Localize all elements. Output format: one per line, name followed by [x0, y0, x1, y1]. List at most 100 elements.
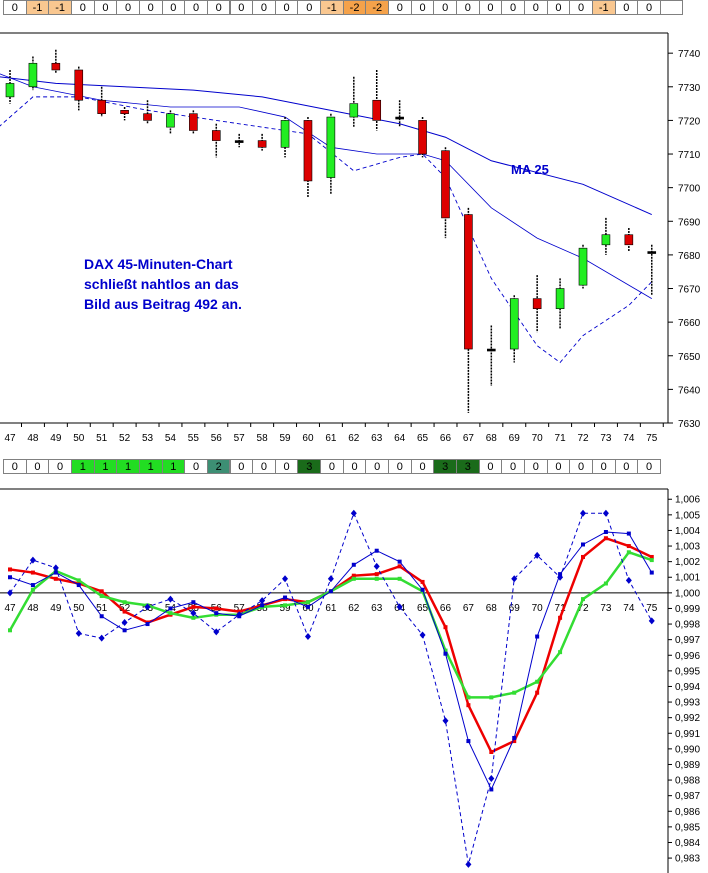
- osc-point: [442, 717, 449, 725]
- osc-x-tick-label: 75: [646, 603, 658, 614]
- y-tick-label: 7650: [678, 352, 701, 363]
- osc-point: [420, 587, 425, 592]
- osc-point: [168, 606, 173, 611]
- osc-y-tick-label: 0,997: [675, 635, 700, 646]
- candle-body: [143, 113, 152, 121]
- osc-x-tick-label: 47: [4, 603, 16, 614]
- signal-cell: 0: [93, 0, 118, 15]
- top-signal-row: 0 -1 -1 0 0 0 0 0 0 0 0 0 0 0 -1 -2 -2 0 0 0 0 0 0 0 0 0 -1 0 0: [0, 0, 708, 17]
- osc-x-tick-label: 72: [577, 603, 589, 614]
- osc-point: [488, 775, 495, 783]
- signal-cell: -1: [320, 0, 344, 15]
- osc-y-tick-label: 0,983: [675, 854, 700, 865]
- osc-x-tick-label: 65: [417, 603, 429, 614]
- signal-cell: 0: [206, 0, 231, 15]
- osc-point: [145, 622, 150, 627]
- osc-point: [350, 509, 357, 517]
- osc-y-tick-label: 0,992: [675, 713, 700, 724]
- x-tick-label: 69: [509, 433, 521, 444]
- signal-cell: 0: [161, 0, 186, 15]
- y-tick-label: 7700: [678, 184, 701, 195]
- osc-x-tick-label: 69: [509, 603, 521, 614]
- candle-body: [189, 113, 198, 131]
- signal-cell: -1: [48, 0, 72, 15]
- x-tick-label: 47: [4, 433, 16, 444]
- signal-cell: 0: [546, 0, 571, 15]
- osc-y-tick-label: 1,002: [675, 557, 700, 568]
- x-tick-label: 56: [211, 433, 223, 444]
- osc-point: [8, 628, 12, 633]
- signal-cell: 0: [523, 459, 548, 474]
- osc-point: [190, 609, 197, 617]
- price-chart: 7630 7640 7650 7660 7670 7680 7690 7700 7710 7720…: [0, 32, 701, 444]
- osc-point: [327, 575, 334, 583]
- osc-point: [420, 579, 425, 584]
- osc-point: [328, 589, 333, 594]
- candle-body: [418, 120, 427, 155]
- osc-point: [649, 558, 654, 563]
- signal-cell: 0: [297, 0, 322, 15]
- signal-cell: 0: [410, 459, 435, 474]
- osc-point: [511, 575, 518, 583]
- osc-point: [558, 650, 563, 655]
- osc-point: [76, 583, 81, 588]
- signal-cell: 1: [161, 459, 186, 474]
- osc-point: [626, 550, 631, 555]
- osc-point: [443, 648, 448, 653]
- osc-point: [512, 739, 517, 744]
- signal-cell: 0: [546, 459, 571, 474]
- candle-body: [395, 116, 404, 120]
- osc-y-tick-label: 1,000: [675, 588, 700, 599]
- signal-cell: 0: [320, 459, 344, 474]
- signal-cell: 0: [252, 0, 276, 15]
- signal-cell: 2: [206, 459, 231, 474]
- osc-point: [581, 554, 585, 559]
- signal-cell: 0: [274, 0, 299, 15]
- osc-x-tick-label: 50: [73, 603, 85, 614]
- osc-point: [304, 633, 311, 641]
- osc-y-tick-label: 1,001: [675, 573, 700, 584]
- osc-y-tick-label: 1,003: [675, 542, 700, 553]
- osc-point: [53, 576, 58, 581]
- osc-point: [99, 614, 104, 619]
- osc-point: [558, 615, 563, 620]
- signal-cell: 0: [252, 459, 276, 474]
- y-tick-label: 7720: [678, 116, 701, 127]
- osc-point: [122, 628, 127, 633]
- x-tick-label: 70: [532, 433, 544, 444]
- y-tick-label: 7630: [678, 419, 701, 430]
- osc-point: [283, 595, 288, 600]
- osc-y-tick-label: 0,984: [675, 838, 700, 849]
- x-tick-label: 49: [50, 433, 62, 444]
- x-tick-label: 62: [348, 433, 360, 444]
- y-tick-label: 7680: [678, 251, 701, 262]
- osc-point: [167, 595, 174, 603]
- osc-point: [466, 695, 471, 700]
- osc-series-line: [9, 531, 653, 791]
- osc-x-tick-label: 68: [486, 603, 498, 614]
- osc-point: [122, 600, 127, 605]
- signal-cell: 0: [138, 0, 163, 15]
- osc-y-tick-label: 0,998: [675, 620, 700, 631]
- osc-point: [305, 604, 310, 609]
- osc-x-tick-label: 71: [555, 603, 567, 614]
- osc-point: [489, 695, 494, 700]
- signal-cell: -1: [25, 0, 50, 15]
- osc-point: [8, 567, 12, 572]
- osc-x-tick-label: 61: [325, 603, 337, 614]
- osc-point: [29, 556, 36, 564]
- signal-cell: 0: [48, 459, 72, 474]
- signal-cell: -2: [365, 0, 390, 15]
- signal-cell: 1: [93, 459, 118, 474]
- osc-y-tick-label: 0,989: [675, 760, 700, 771]
- osc-point: [282, 575, 289, 583]
- short-ma-line: [0, 73, 652, 299]
- signal-cell: 0: [614, 0, 639, 15]
- signal-cell: 0: [614, 459, 639, 474]
- osc-point: [99, 589, 104, 594]
- osc-x-tick-label: 49: [50, 603, 62, 614]
- osc-series-line: [8, 550, 653, 699]
- osc-point: [649, 554, 654, 559]
- osc-point: [98, 634, 105, 642]
- signal-cell: -2: [342, 0, 367, 15]
